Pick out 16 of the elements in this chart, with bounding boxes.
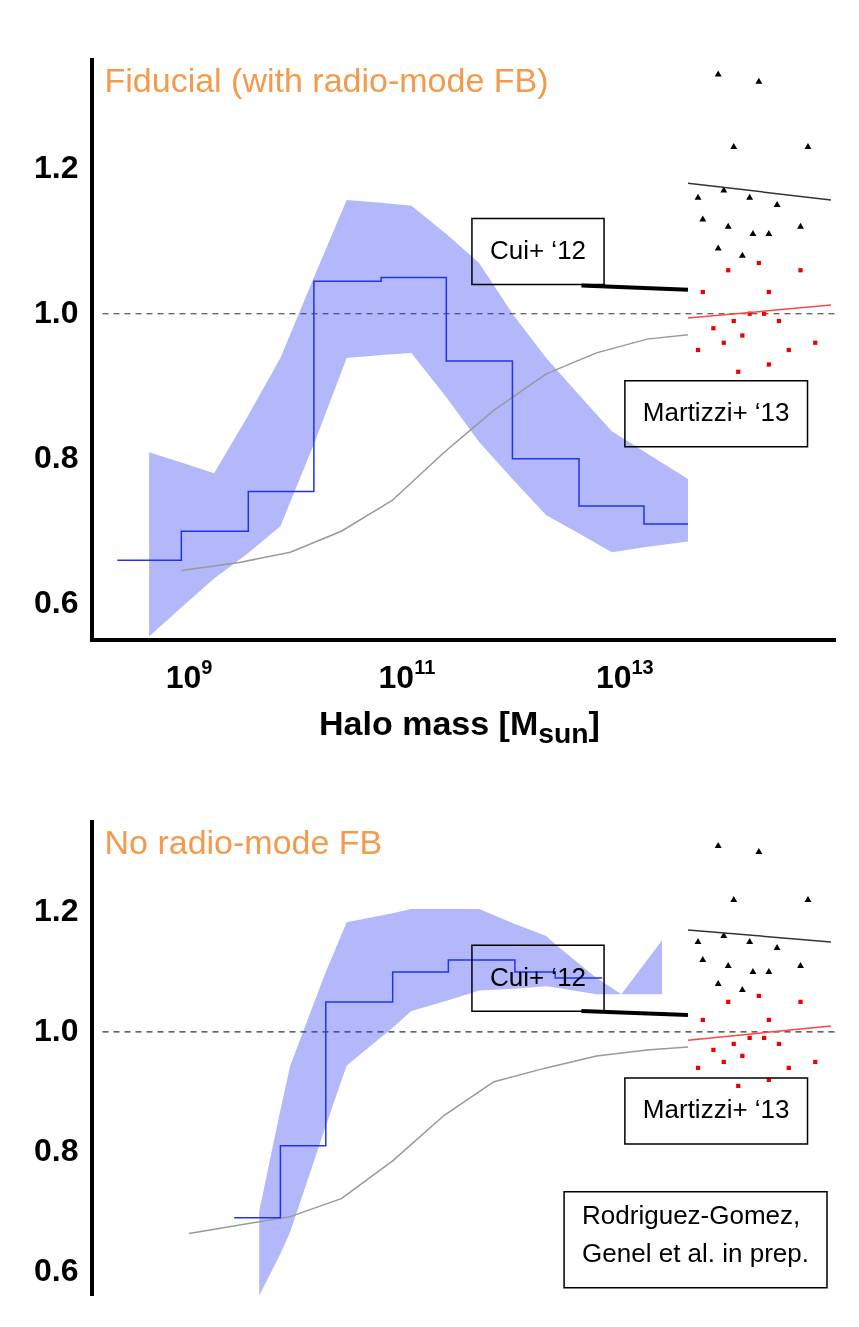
y-tick-label: 0.8 [34,1131,79,1168]
y-tick-label: 0.6 [34,1251,79,1288]
annotation: No radio-mode FB [104,823,383,862]
y-tick-label: 1.2 [34,148,79,185]
annotation: Cui+ ‘12 [489,234,587,265]
y-tick-label: 1.2 [34,891,79,928]
annotation: Rodriguez-Gomez, Genel et al. in prep. [582,1199,810,1268]
y-tick-label: 0.6 [34,583,79,620]
annotation: Martizzi+ ‘13 [642,396,790,427]
annotation: Martizzi+ ‘13 [642,1093,790,1124]
y-tick-label: 1.0 [34,1011,79,1048]
x-axis-title: Halo mass [M$_{sun}$] [318,703,601,751]
annotation: Fiducial (with radio-mode FB) [104,61,549,100]
annotation: Cui+ ‘12 [489,961,587,992]
y-tick-label: 0.8 [34,438,79,475]
y-tick-label: 1.0 [34,293,79,330]
